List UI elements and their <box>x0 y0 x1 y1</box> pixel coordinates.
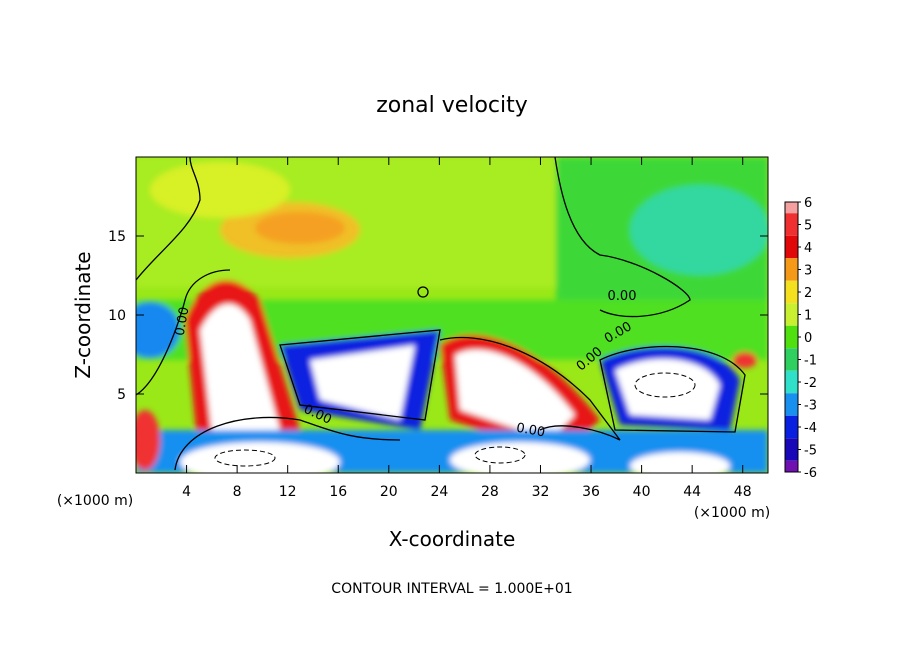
colorbar-swatch <box>785 280 798 304</box>
y-axis-title: Z-coordinate <box>71 251 95 378</box>
colorbar-frame <box>784 201 799 473</box>
x-tick-label: 16 <box>329 484 347 500</box>
colorbar-swatch <box>785 348 798 371</box>
colorbar-tick-label: 3 <box>804 264 812 279</box>
x-tick-label: 40 <box>633 484 651 500</box>
heatmap-field <box>136 157 768 473</box>
colorbar-tick-label: -1 <box>804 354 817 369</box>
colorbar-swatch <box>785 415 798 439</box>
colorbar-tick-label: 5 <box>804 219 812 234</box>
colorbar-tick-label: -5 <box>804 444 817 459</box>
colorbar-swatch <box>785 202 798 214</box>
x-tick-label: 28 <box>481 484 499 500</box>
colorbar-tick-label: 1 <box>804 309 812 324</box>
colorbar-swatch <box>785 213 798 236</box>
x-tick-label: 4 <box>182 484 191 500</box>
contour-interval-note: CONTOUR INTERVAL = 1.000E+01 <box>331 581 572 597</box>
contour-label: 0.00 <box>173 306 193 337</box>
x-unit-right: (×1000 m) <box>694 505 770 521</box>
x-tick-label: 20 <box>380 484 398 500</box>
colorbar-tick-label: 0 <box>804 331 812 346</box>
colorbar-tick-label: -6 <box>804 466 817 481</box>
colorbar-tick-label: -3 <box>804 399 817 414</box>
y-tick-label: 10 <box>108 308 126 324</box>
x-tick-label: 24 <box>430 484 448 500</box>
x-tick-label: 32 <box>532 484 550 500</box>
colorbar-tick-label: 4 <box>804 241 812 256</box>
colorbar-swatch <box>785 438 798 461</box>
x-tick-label: 48 <box>734 484 752 500</box>
colorbar-swatch <box>785 393 798 416</box>
colorbar-swatch <box>785 258 798 281</box>
colorbar: 6 5 4 3 2 1 0 -1 -2 -3 -4 -5 -6 <box>784 196 817 481</box>
y-axis: 5 10 15 <box>108 229 768 403</box>
colorbar-swatch <box>785 460 798 472</box>
x-tick-label: 8 <box>233 484 242 500</box>
x-unit-left: (×1000 m) <box>57 493 133 509</box>
x-axis: 4 8 12 16 20 24 28 32 36 40 44 48 <box>182 157 752 500</box>
x-axis-title: X-coordinate <box>389 527 516 551</box>
chart-title: zonal velocity <box>376 93 528 118</box>
colorbar-tick-label: -4 <box>804 421 817 436</box>
x-tick-label: 12 <box>279 484 297 500</box>
contour-label: 0.00 <box>515 421 546 441</box>
colorbar-swatch <box>785 370 798 394</box>
contour-label: 0.00 <box>608 289 637 304</box>
x-tick-label: 36 <box>582 484 600 500</box>
colorbar-tick-label: 2 <box>804 286 812 301</box>
colorbar-swatch <box>785 303 798 326</box>
y-tick-label: 5 <box>117 387 126 403</box>
x-tick-label: 44 <box>683 484 701 500</box>
colorbar-tick-label: 6 <box>804 196 812 211</box>
contour-labels: 0.00 0.00 0.00 0.00 0.00 0.00 <box>173 289 637 440</box>
colorbar-tick-label: -2 <box>804 376 817 391</box>
colorbar-swatch <box>785 235 798 259</box>
y-tick-label: 15 <box>108 229 126 245</box>
colorbar-swatch <box>785 325 798 349</box>
